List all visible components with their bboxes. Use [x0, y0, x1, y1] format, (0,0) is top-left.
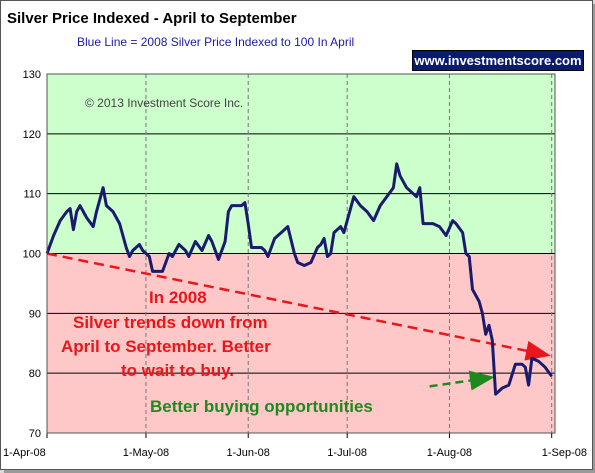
chart-subtitle: Blue Line = 2008 Silver Price Indexed to… — [77, 35, 354, 49]
y-tick-label: 100 — [23, 249, 41, 261]
silver-price-line — [45, 162, 553, 396]
above-baseline-zone — [47, 74, 555, 254]
annotation-trend-line3: to wait to buy. — [121, 361, 234, 380]
x-tick-label: 1-Jul-08 — [327, 447, 367, 459]
x-tick-label: 1-Aug-08 — [427, 447, 472, 459]
below-baseline-zone — [47, 253, 555, 433]
y-tick-label: 70 — [29, 428, 41, 440]
annotation-trend-line1: Silver trends down from — [73, 313, 268, 332]
annotation-buying-opportunities: Better buying opportunities — [150, 397, 373, 416]
website-badge: www.investmentscore.com — [412, 50, 584, 71]
buy-opportunity-arrow — [429, 370, 495, 391]
downtrend-arrow — [46, 252, 551, 361]
annotation-in-2008: In 2008 — [149, 288, 207, 307]
plot-background — [47, 74, 555, 433]
y-tick-label: 110 — [23, 189, 41, 201]
x-tick-label: 1-Apr-08 — [3, 447, 46, 459]
y-axis-ticks: 70 80 90 100 110 120 130 — [23, 69, 41, 440]
x-tick-label: 1-May-08 — [123, 447, 169, 459]
plot-border — [46, 73, 556, 434]
y-tick-label: 90 — [29, 308, 41, 320]
y-tick-label: 80 — [29, 368, 41, 380]
chart-title: Silver Price Indexed - April to Septembe… — [7, 10, 297, 27]
copyright-text: © 2013 Investment Score Inc. — [85, 96, 243, 110]
x-axis-ticks: 1-Apr-08 1-May-08 1-Jun-08 1-Jul-08 1-Aug-08… — [3, 433, 587, 459]
y-tick-label: 130 — [23, 69, 41, 81]
x-tick-label: 1-Sep-08 — [542, 447, 587, 459]
annotation-trend-line2: April to September. Better — [61, 337, 271, 356]
y-tick-label: 120 — [23, 129, 41, 141]
x-tick-label: 1-Jun-08 — [227, 447, 270, 459]
